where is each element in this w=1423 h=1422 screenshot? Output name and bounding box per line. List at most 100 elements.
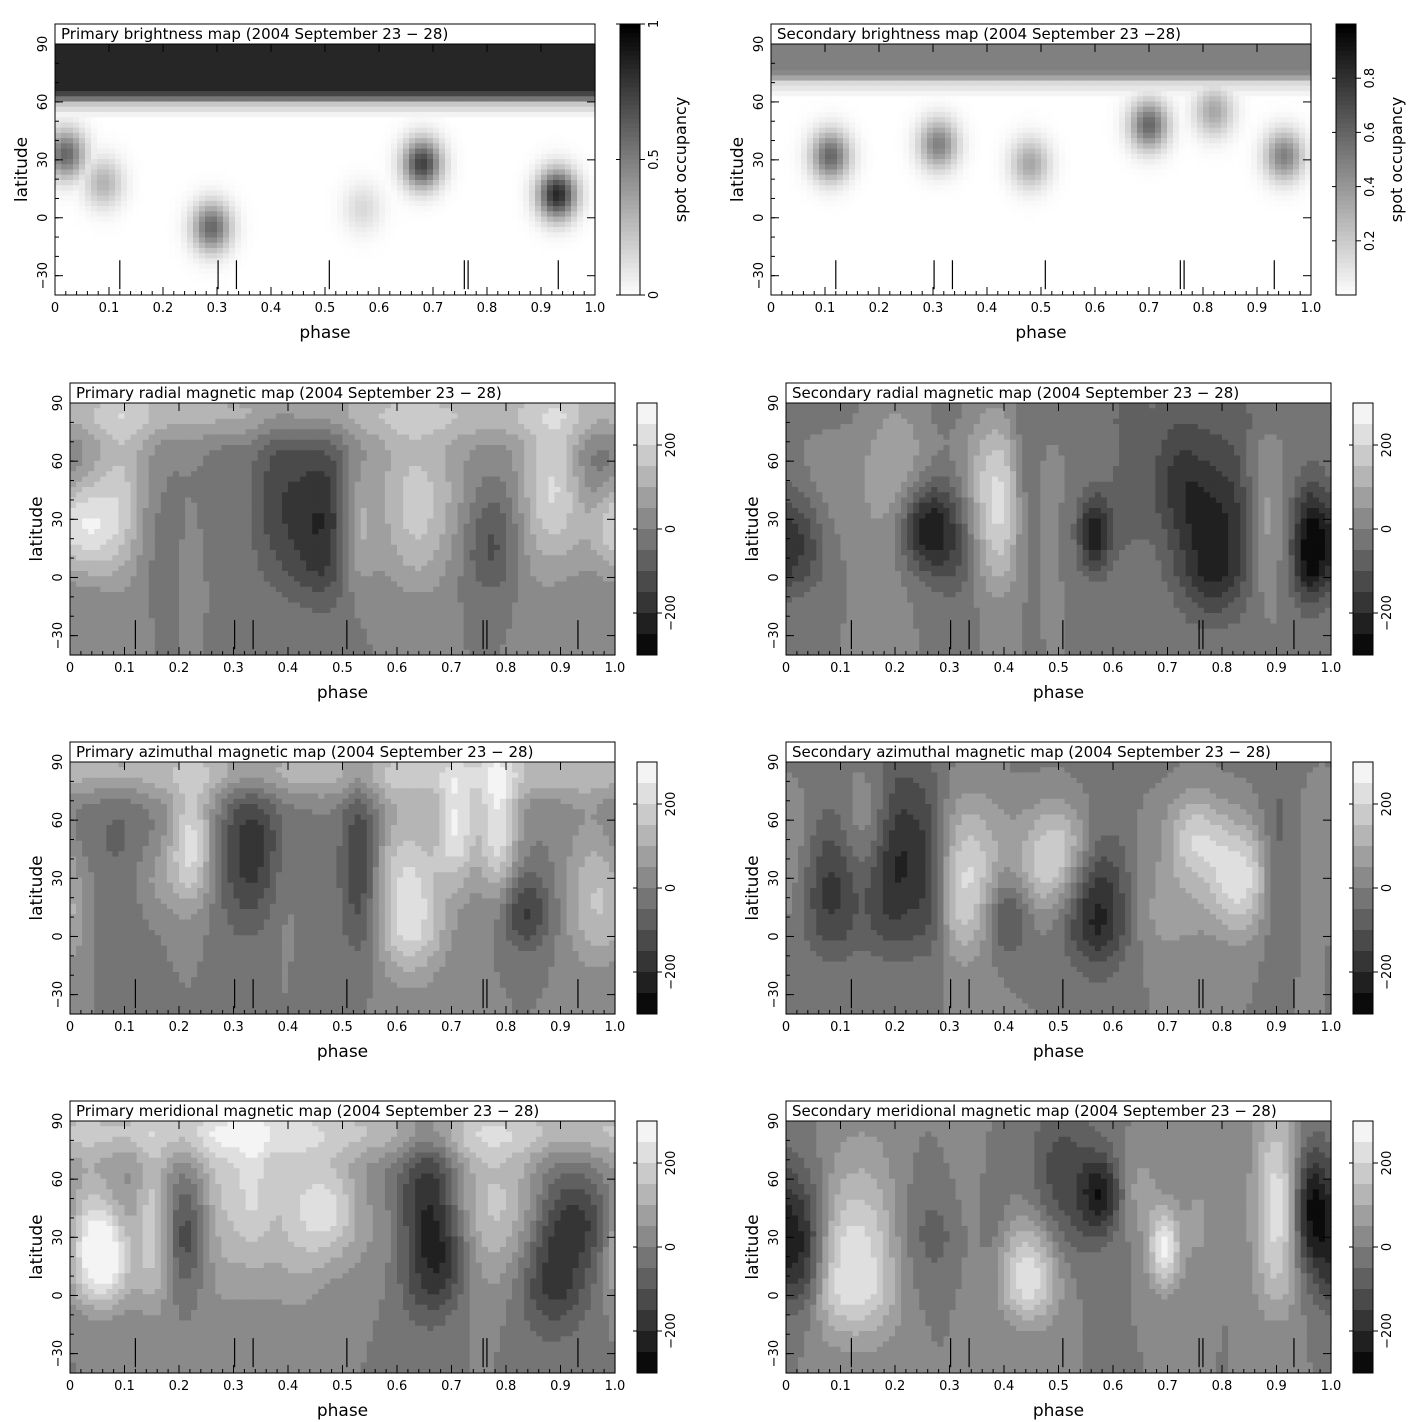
heatmap-cell [379,289,386,296]
heatmap-cell [547,268,554,275]
heatmap-cell [223,211,230,218]
heatmap-cell [577,64,584,71]
heatmap-cell [421,59,428,66]
heatmap-cell [325,143,332,150]
heatmap-cell [469,85,476,92]
heatmap-cell [427,44,434,50]
heatmap-cell [205,54,212,61]
heatmap-cell [517,75,524,82]
heatmap-cell [289,49,296,56]
heatmap-cell [61,54,68,61]
heatmap-cell [945,49,952,56]
heatmap-cell [583,258,590,265]
heatmap-cell [1053,59,1060,66]
heatmap-cell [565,111,572,118]
heatmap-cell [265,106,272,113]
heatmap-cell [79,159,86,165]
heatmap-cell [97,174,104,181]
heatmap-cell [487,153,494,160]
heatmap-cell [885,64,892,71]
heatmap-cell [277,159,284,165]
heatmap-cell [253,216,260,223]
heatmap-cell [385,211,392,218]
heatmap-cell [283,289,290,296]
heatmap-cell [373,289,380,296]
heatmap-cell [121,195,128,202]
heatmap-cell [1059,54,1066,61]
heatmap-cell [223,70,230,76]
heatmap-cell [199,284,206,291]
heatmap-cell [379,117,386,124]
heatmap-cell [819,70,826,76]
heatmap-cell [55,263,62,270]
heatmap-cell [349,221,356,228]
heatmap-cell [445,91,452,97]
heatmap-cell [163,75,170,82]
heatmap-cell [103,169,110,176]
heatmap-cell [121,227,128,233]
heatmap-cell [55,96,62,103]
heatmap-cell [103,85,110,92]
heatmap-cell [523,206,530,212]
heatmap-cell [121,49,128,56]
heatmap-cell [511,75,518,82]
heatmap-cell [999,59,1006,66]
heatmap-cell [295,279,302,286]
heatmap-cell [589,49,596,56]
heatmap-cell [451,49,458,56]
heatmap-cell [361,164,368,171]
heatmap-cell [115,216,122,223]
heatmap-cell [55,127,62,134]
heatmap-cell [277,148,284,155]
heatmap-cell [559,242,566,249]
heatmap-cell [223,279,230,286]
heatmap-cell [451,85,458,92]
heatmap-cell [1185,59,1192,66]
heatmap-cell [457,122,464,129]
heatmap-cell [433,227,440,233]
heatmap-cell [439,268,446,275]
heatmap-cell [1011,64,1018,71]
heatmap-cell [945,44,952,50]
colorbar-step [620,168,640,174]
heatmap-cell [433,148,440,155]
heatmap-cell [391,200,398,207]
heatmap-cell [109,111,116,118]
heatmap-cell [493,64,500,71]
heatmap-cell [349,148,356,155]
heatmap-cell [199,153,206,160]
heatmap-cell [385,44,392,50]
heatmap-cell [475,106,482,113]
heatmap-cell [415,179,422,186]
heatmap-cell [439,132,446,139]
heatmap-cell [409,179,416,186]
heatmap-cell [217,148,224,155]
heatmap-cell [259,237,266,244]
heatmap-cell [67,64,74,71]
heatmap-cell [517,127,524,134]
heatmap-cell [541,70,548,76]
heatmap-cell [571,91,578,97]
heatmap-cell [193,206,200,212]
heatmap-cell [493,75,500,82]
heatmap-cell [457,138,464,144]
heatmap-cell [307,242,314,249]
heatmap-cell [157,54,164,61]
heatmap-cell [97,106,104,113]
heatmap-cell [265,227,272,233]
heatmap-cell [535,174,542,181]
heatmap-cell [433,179,440,186]
heatmap-cell [145,70,152,76]
heatmap-cell [511,195,518,202]
heatmap-cell [55,179,62,186]
heatmap-cell [145,195,152,202]
heatmap-cell [175,174,182,181]
heatmap-cell [367,138,374,144]
heatmap-cell [175,96,182,103]
heatmap-cell [55,289,62,296]
heatmap-cell [235,96,242,103]
heatmap-cell [421,242,428,249]
heatmap-cell [577,211,584,218]
heatmap-cell [541,232,548,239]
heatmap-cell [433,216,440,223]
